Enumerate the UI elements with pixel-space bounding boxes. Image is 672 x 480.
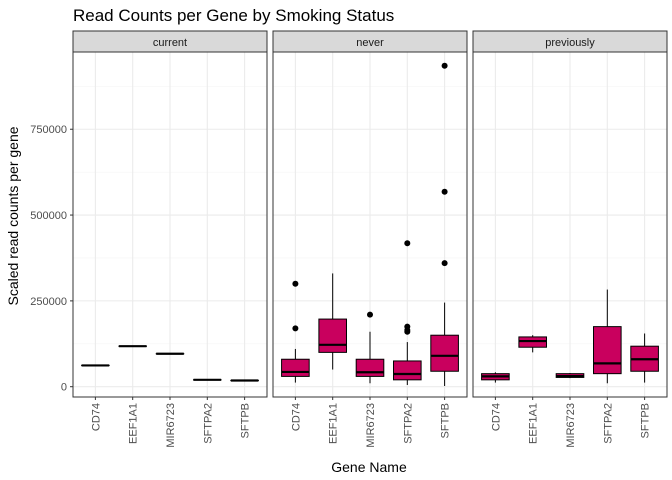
x-tick-label: MIR6723 — [165, 403, 177, 448]
box-CD74 — [281, 280, 310, 383]
box-SFTPB — [630, 333, 659, 383]
x-tick-label: EEF1A1 — [528, 403, 540, 444]
outlier-point — [367, 311, 373, 318]
chart-title: Read Counts per Gene by Smoking Status — [73, 6, 394, 25]
y-axis-title: Scaled read counts per gene — [5, 126, 21, 305]
x-tick-label: SFTPB — [440, 403, 452, 438]
x-tick-label: SFTPB — [240, 403, 252, 438]
facet-strip-label: current — [153, 37, 187, 49]
facet-panel-previously: previously CD74 EEF1A1 MIR6723 SFTPA2 SFTPB — [472, 30, 668, 448]
outlier-point — [292, 325, 299, 332]
box-EEF1A1 — [318, 273, 347, 370]
y-tick-label: 250000 — [30, 296, 67, 308]
outlier-point — [441, 188, 448, 195]
y-tick-label: 750000 — [30, 124, 67, 136]
outlier-point — [292, 280, 299, 287]
box-MIR6723 — [555, 372, 585, 379]
outlier-point — [404, 240, 411, 247]
y-axis: 0 250000 500000 750000 — [30, 124, 73, 394]
box-iqr — [593, 326, 622, 375]
box-iqr — [355, 358, 385, 377]
x-tick-label: MIR6723 — [365, 403, 377, 448]
box-SFTPA2 — [393, 240, 422, 385]
x-axis-title: Gene Name — [331, 459, 407, 475]
box-CD74 — [481, 372, 510, 383]
box-MIR6723 — [355, 311, 385, 384]
facet-strip-label: previously — [545, 37, 595, 49]
x-tick-label: SFTPB — [640, 403, 652, 438]
outlier-point — [441, 62, 448, 69]
x-tick-label: CD74 — [490, 403, 502, 431]
y-tick-label: 500000 — [30, 210, 67, 222]
facet-panel-never: never CD74 EEF1A1 MIR6723 SFTPA2 SFTPB — [272, 30, 468, 448]
facet-strip-label: never — [356, 37, 384, 49]
x-tick-label: SFTPA2 — [402, 403, 414, 444]
x-tick-label: EEF1A1 — [128, 403, 140, 444]
box-EEF1A1 — [518, 335, 547, 353]
x-tick-label: CD74 — [90, 403, 102, 431]
x-tick-label: EEF1A1 — [328, 403, 340, 444]
box-iqr — [430, 334, 459, 372]
y-tick-label: 0 — [61, 382, 67, 394]
outlier-point — [441, 260, 448, 267]
box-SFTPA2 — [593, 289, 622, 384]
x-tick-label: SFTPA2 — [602, 403, 614, 444]
x-tick-label: SFTPA2 — [202, 403, 214, 444]
box-iqr — [393, 360, 422, 381]
outlier-point — [404, 323, 411, 330]
x-tick-label: CD74 — [290, 403, 302, 431]
box-iqr — [281, 358, 310, 377]
box-SFTPB — [430, 62, 459, 387]
x-tick-label: MIR6723 — [565, 403, 577, 448]
box-iqr — [318, 318, 347, 353]
facet-panel-current: current CD74 EEF1A1 MIR6723 SFTPA2 SFTPB — [72, 30, 268, 448]
